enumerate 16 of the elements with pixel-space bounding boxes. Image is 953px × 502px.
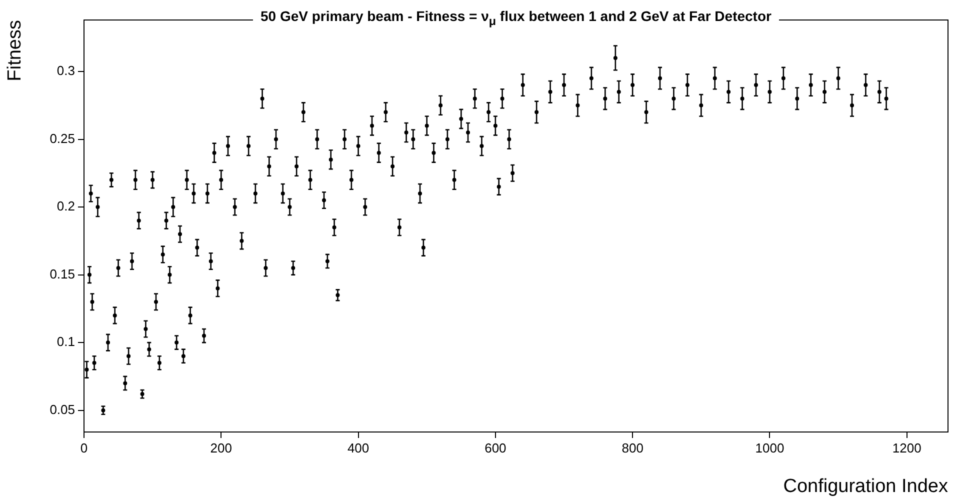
y-tick-label: 0.05 [50,402,75,417]
x-tick-label: 400 [347,440,370,456]
y-tick-label: 0.25 [50,130,75,146]
y-tick-label: 0.1 [56,334,75,350]
x-tick-label: 600 [484,440,506,456]
x-tick-label: 1200 [892,440,922,456]
y-tick-label: 0.2 [56,198,75,214]
y-axis-title: Fitness [4,20,26,82]
x-tick-label: 1000 [755,440,784,456]
y-tick-label: 0.15 [50,266,75,282]
chart-title: 50 GeV primary beam - Fitness = ν$_{μ}$ flux between 1 and 2 GeV at Far Detector [260,8,772,28]
y-tick-label: 0.3 [56,63,75,78]
x-tick-label: 200 [210,440,232,456]
x-tick-label: 0 [80,440,88,456]
x-tick-label: 800 [622,440,644,456]
x-axis-title: Configuration Index [783,476,948,497]
